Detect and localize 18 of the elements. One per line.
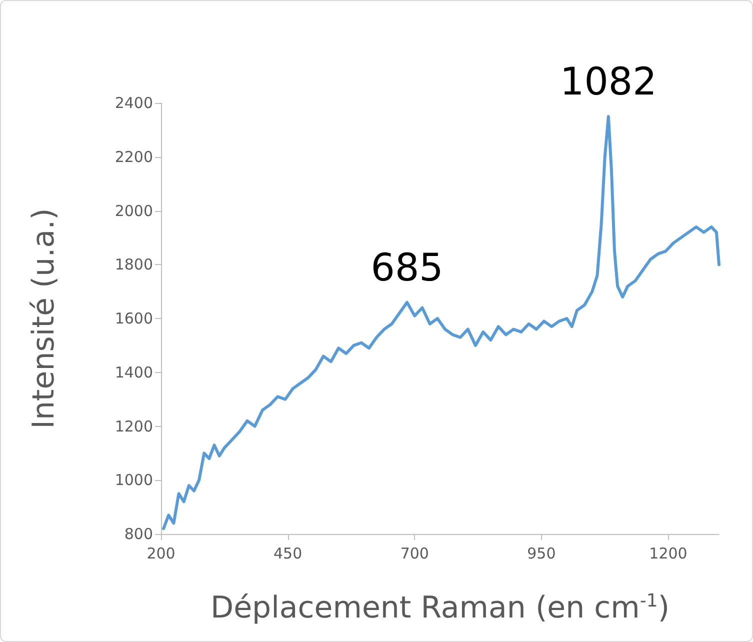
y-tick-label: 800 <box>124 525 153 543</box>
x-tick-label: 200 <box>146 544 176 562</box>
x-tick-label: 450 <box>274 544 302 562</box>
annotation: 1082 <box>560 59 657 104</box>
y-tick-label: 1200 <box>114 417 153 436</box>
y-axis-title: Intensité (u.a.) <box>26 208 62 429</box>
x-tick-label: 700 <box>400 544 429 562</box>
y-tick-label: 2000 <box>114 202 153 220</box>
y-tick-label: 1800 <box>114 256 153 274</box>
y-tick-label: 1000 <box>114 471 153 490</box>
y-tick-label: 2200 <box>114 148 153 166</box>
y-tick-label: 1400 <box>114 363 153 382</box>
x-tick-label: 1200 <box>649 544 688 562</box>
y-tick-label: 2400 <box>114 94 153 112</box>
y-tick-label: 1600 <box>114 310 153 328</box>
x-tick-label: 950 <box>527 544 556 562</box>
line-series <box>162 114 720 530</box>
annotation: 685 <box>370 245 444 290</box>
